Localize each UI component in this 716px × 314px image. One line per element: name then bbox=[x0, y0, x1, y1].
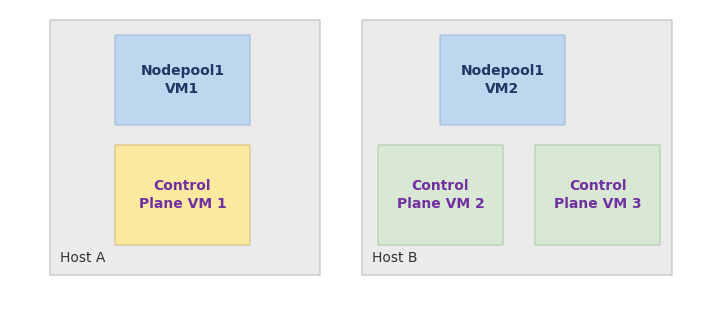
Text: Host A: Host A bbox=[60, 251, 105, 265]
FancyBboxPatch shape bbox=[440, 35, 565, 125]
FancyBboxPatch shape bbox=[115, 35, 250, 125]
FancyBboxPatch shape bbox=[378, 145, 503, 245]
Text: Control
Plane VM 3: Control Plane VM 3 bbox=[553, 179, 642, 211]
Text: Nodepool1
VM1: Nodepool1 VM1 bbox=[140, 64, 225, 96]
FancyBboxPatch shape bbox=[115, 145, 250, 245]
Text: Control
Plane VM 1: Control Plane VM 1 bbox=[139, 179, 226, 211]
Text: Host B: Host B bbox=[372, 251, 417, 265]
FancyBboxPatch shape bbox=[535, 145, 660, 245]
FancyBboxPatch shape bbox=[362, 20, 672, 275]
Text: Nodepool1
VM2: Nodepool1 VM2 bbox=[460, 64, 545, 96]
FancyBboxPatch shape bbox=[50, 20, 320, 275]
Text: Control
Plane VM 2: Control Plane VM 2 bbox=[397, 179, 485, 211]
